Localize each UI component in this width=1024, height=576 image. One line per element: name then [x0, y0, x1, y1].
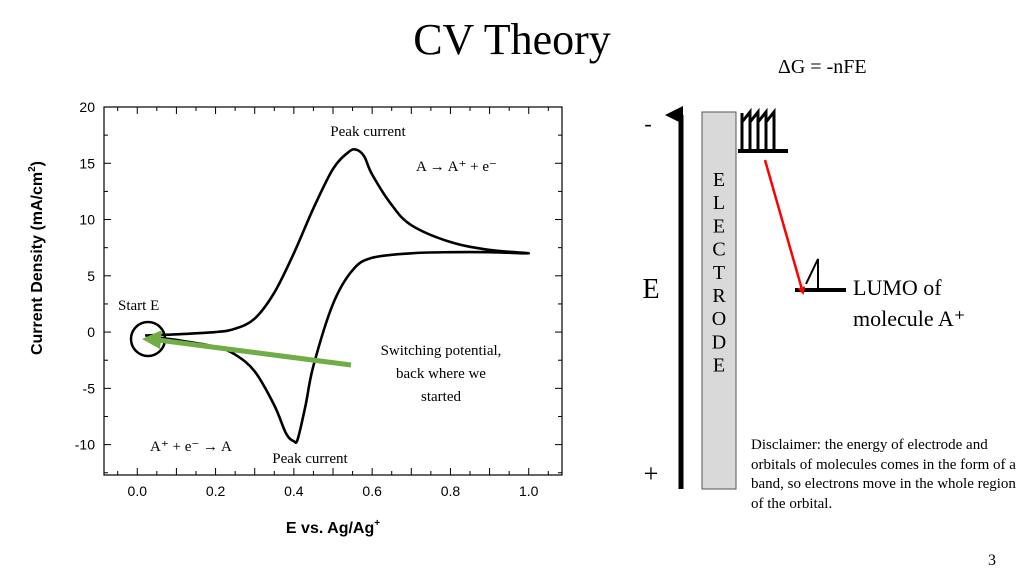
x-tick-label: 0.2: [206, 483, 226, 499]
y-tick-label: -10: [75, 437, 95, 453]
energy-axis-label: E: [642, 274, 659, 305]
y-axis-label: Current Density (mA/cm2): [27, 161, 46, 355]
x-tick-label: 0.0: [128, 483, 148, 499]
electrode-letter: E: [713, 355, 725, 377]
x-tick-label: 0.4: [284, 483, 304, 499]
y-tick-label: -5: [83, 380, 96, 396]
switching-label-2: back where we: [396, 366, 486, 382]
plus-label: +: [644, 459, 659, 488]
lumo-label-line-2: molecule A⁺: [853, 306, 966, 331]
gibbs-equation: ΔG = -nFE: [778, 56, 867, 78]
electron-transfer-arrow: [763, 159, 806, 295]
switching-arrow: [157, 337, 352, 368]
electrode-letter: O: [712, 308, 726, 330]
electrode-letter: E: [713, 215, 725, 237]
electrode-bar: [701, 111, 737, 490]
y-tick-label: 20: [79, 99, 95, 115]
x-tick-label: 0.8: [441, 483, 461, 499]
peak-bottom-label: Peak current: [272, 451, 348, 467]
electron-spins-icon: [740, 107, 776, 150]
x-tick-label: 0.6: [362, 483, 382, 499]
switching-arrow-head: [142, 330, 162, 349]
electrode-letter: E: [713, 169, 725, 191]
oxidation-label: A → A⁺ + e⁻: [416, 159, 497, 175]
x-tick-label: 1.0: [519, 483, 539, 499]
switching-label-1: Switching potential,: [381, 343, 502, 359]
electrode-letter: C: [712, 239, 725, 261]
switching-label-3: started: [421, 389, 461, 405]
y-tick-label: 0: [87, 324, 95, 340]
y-tick-label: 10: [79, 212, 95, 228]
cv-curve: [145, 148, 531, 445]
lumo-label: LUMO of molecule A⁺: [853, 272, 965, 334]
disclaimer-text: Disclaimer: the energy of electrode and …: [751, 437, 1016, 512]
minus-label: -: [644, 111, 651, 136]
start-label: Start E: [118, 298, 159, 314]
peak-top-label: Peak current: [330, 124, 406, 140]
electrode-letter: T: [713, 262, 725, 284]
page-number: 3: [988, 552, 996, 569]
reduction-label: A⁺ + e⁻ → A: [150, 439, 232, 455]
electrode-letter: L: [713, 192, 725, 214]
y-tick-label: 5: [87, 268, 95, 284]
lumo-label-line-1: LUMO of: [853, 275, 942, 300]
slide-title: CV Theory: [413, 15, 611, 64]
electron-spin-icon: [805, 258, 819, 292]
electrode-letter: D: [712, 331, 726, 353]
y-tick-label: 15: [79, 155, 95, 171]
electrode-letter: R: [712, 285, 726, 307]
x-axis-label: E vs. Ag/Ag+: [286, 518, 380, 537]
